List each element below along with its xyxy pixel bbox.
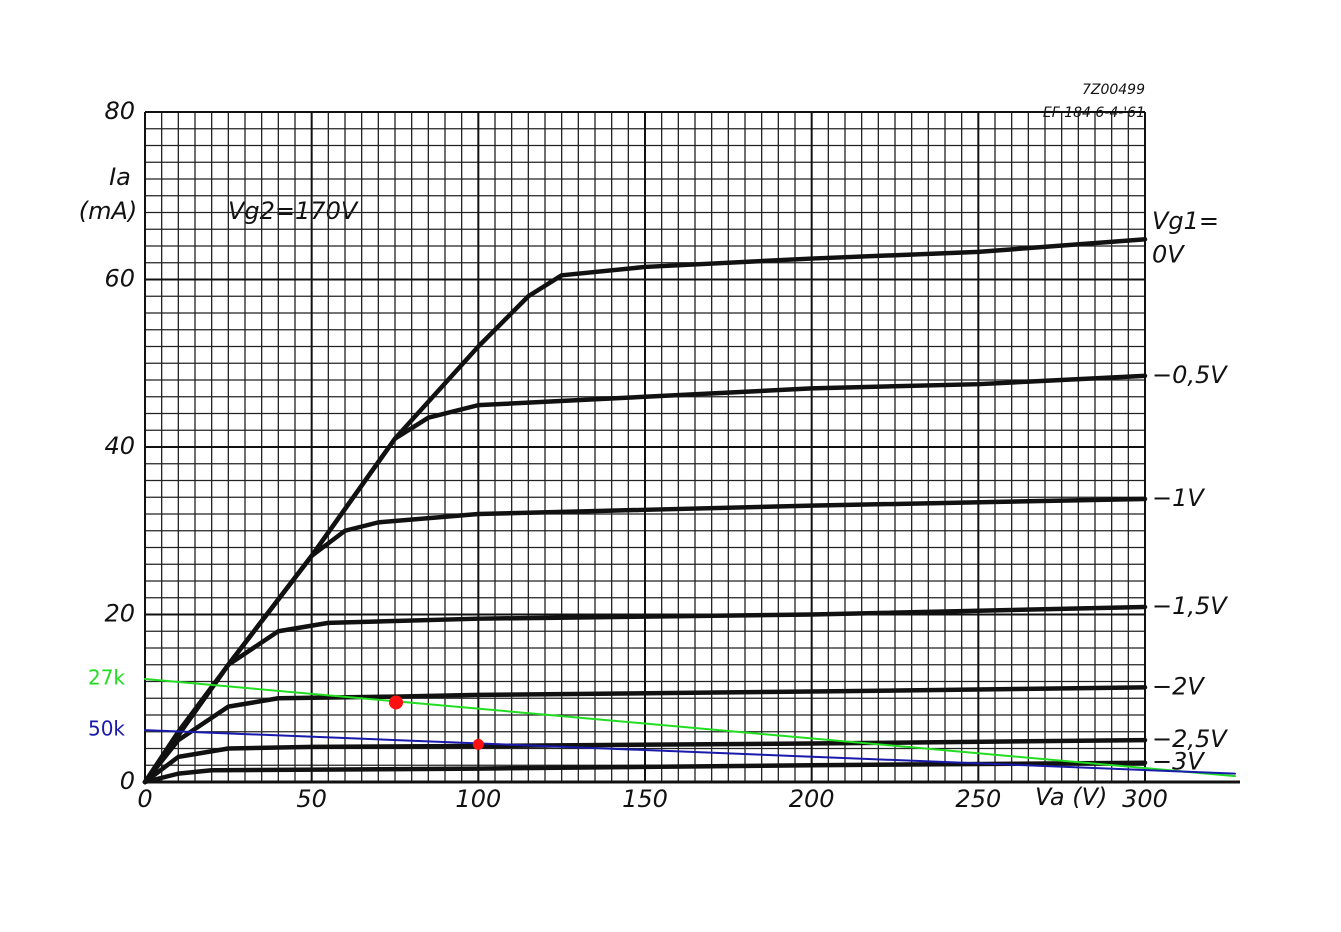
- series-label: −2V: [1152, 672, 1205, 700]
- series-label: −0,5V: [1152, 361, 1228, 389]
- x-tick-label: 0: [137, 785, 152, 813]
- operating-point: [472, 738, 484, 750]
- x-tick-label: 250: [955, 785, 1001, 813]
- x-tick-label: 50: [296, 785, 327, 813]
- x-tick-label: 300: [1122, 785, 1168, 813]
- series-label: −1V: [1152, 484, 1205, 512]
- curve: [142, 685, 1148, 785]
- x-tick-label: 100: [455, 785, 501, 813]
- curve: [142, 737, 1148, 785]
- load-line-label: 27k: [88, 665, 125, 689]
- y-axis-unit: (mA): [79, 197, 138, 225]
- y-tick-label: 60: [104, 265, 135, 293]
- y-tick-label: 40: [104, 432, 135, 460]
- annotation: Vg2=170V: [228, 197, 359, 225]
- y-tick-label: 0: [120, 767, 135, 795]
- load-line: [144, 729, 1236, 775]
- series-label: −1,5V: [1152, 592, 1228, 620]
- x-axis-label: Va (V): [1035, 783, 1107, 811]
- load-line: [144, 677, 1236, 778]
- y-tick-label: 20: [104, 600, 135, 628]
- series-label: −2,5V: [1152, 725, 1228, 753]
- y-tick-label: 80: [104, 97, 135, 125]
- stamp: 7Z00499: [1082, 82, 1145, 98]
- legend-title: Vg1=: [1152, 207, 1219, 235]
- load-line-label: 50k: [88, 717, 125, 741]
- curve: [142, 760, 1148, 785]
- curve: [142, 496, 1148, 785]
- x-tick-label: 150: [622, 785, 668, 813]
- curve: [142, 604, 1148, 785]
- operating-point: [389, 695, 403, 710]
- series-label: 0V: [1152, 240, 1185, 268]
- x-tick-label: 200: [789, 785, 835, 813]
- y-axis-label: Ia: [109, 163, 131, 191]
